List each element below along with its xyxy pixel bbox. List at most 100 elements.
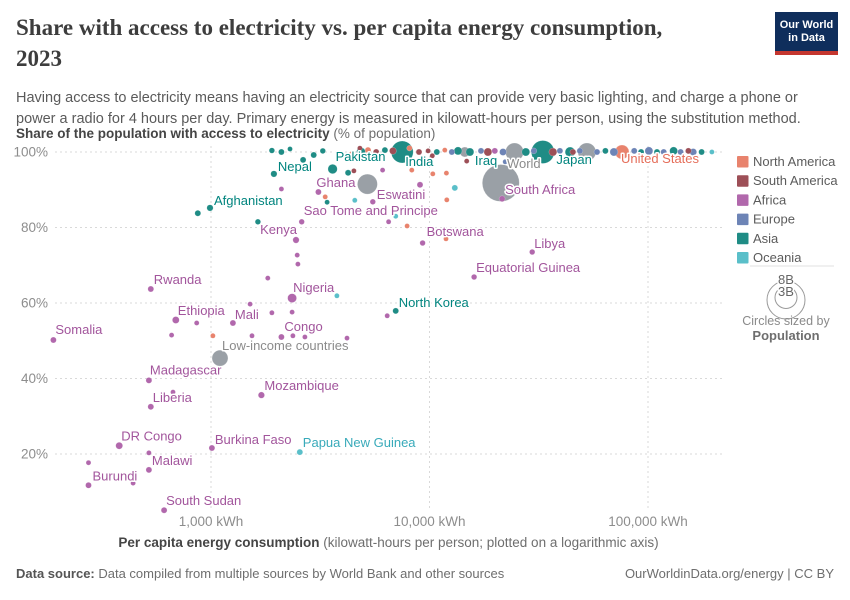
data-point[interactable] <box>295 261 301 267</box>
legend-item-asia[interactable]: Asia <box>753 231 779 246</box>
data-point-ethiopia[interactable] <box>172 316 180 324</box>
data-point[interactable] <box>278 186 285 192</box>
data-point[interactable] <box>483 147 493 157</box>
data-point[interactable] <box>289 309 295 315</box>
data-point[interactable] <box>443 170 450 176</box>
data-point-south-sudan[interactable] <box>160 506 168 514</box>
legend-item-europe[interactable]: Europe <box>753 212 795 227</box>
data-point[interactable] <box>344 169 352 177</box>
data-point[interactable] <box>433 148 441 156</box>
country-label[interactable]: Sao Tome and Principe <box>302 201 439 219</box>
data-point[interactable] <box>556 147 564 155</box>
country-label[interactable]: Mali <box>233 306 260 324</box>
data-point[interactable] <box>409 167 415 173</box>
data-point[interactable] <box>210 333 216 339</box>
data-point[interactable] <box>364 146 372 154</box>
data-point-liberia[interactable] <box>147 403 155 411</box>
data-point[interactable] <box>669 146 678 156</box>
country-label[interactable]: Liberia <box>151 388 194 406</box>
data-point-low-income-countries[interactable] <box>211 349 229 367</box>
data-point[interactable] <box>254 218 261 225</box>
country-label[interactable]: World <box>505 155 542 173</box>
country-label[interactable]: Nepal <box>276 157 313 175</box>
country-label[interactable]: Pakistan <box>334 148 387 166</box>
data-point[interactable] <box>319 147 326 154</box>
data-point[interactable] <box>194 209 202 217</box>
credit-link[interactable]: OurWorldinData.org/energy | CC BY <box>624 566 834 581</box>
data-point-nepal[interactable] <box>270 170 278 178</box>
data-point[interactable] <box>392 213 399 219</box>
data-point[interactable] <box>85 459 92 466</box>
data-point-eswatini[interactable] <box>369 198 376 205</box>
data-point[interactable] <box>287 146 293 152</box>
data-point[interactable] <box>265 275 271 281</box>
owid-logo[interactable]: Our World in Data <box>775 12 838 55</box>
data-point[interactable] <box>170 389 176 395</box>
country-label[interactable]: Malawi <box>150 451 194 469</box>
data-point-sao-tome-and-principe[interactable] <box>298 218 305 225</box>
data-point[interactable] <box>451 184 459 192</box>
data-point[interactable] <box>430 171 436 177</box>
country-label[interactable]: Nigeria <box>292 279 337 297</box>
country-label[interactable]: South Sudan <box>165 492 243 510</box>
data-point[interactable] <box>334 293 340 299</box>
data-point-iraq[interactable] <box>465 147 475 157</box>
data-point[interactable] <box>322 194 328 200</box>
country-label[interactable]: Papua New Guinea <box>301 434 418 452</box>
country-label[interactable]: Libya <box>533 235 568 253</box>
data-point-equatorial-guinea[interactable] <box>471 273 478 281</box>
data-point[interactable] <box>448 148 456 156</box>
data-point[interactable] <box>644 146 654 156</box>
data-point[interactable] <box>247 301 253 307</box>
data-point[interactable] <box>491 147 499 155</box>
country-label[interactable]: India <box>404 153 436 171</box>
country-label[interactable]: Kenya <box>259 221 300 239</box>
legend-item-north_america[interactable]: North America <box>753 154 836 169</box>
data-point-burkina-faso[interactable] <box>208 444 216 452</box>
data-point[interactable] <box>548 147 558 157</box>
country-label[interactable]: DR Congo <box>120 427 184 445</box>
data-point[interactable] <box>385 219 392 225</box>
data-point[interactable] <box>130 480 136 486</box>
data-point-south-africa[interactable] <box>498 195 506 203</box>
data-point-afghanistan[interactable] <box>206 204 214 212</box>
data-point[interactable] <box>290 333 296 339</box>
data-point[interactable] <box>299 156 307 164</box>
data-point[interactable] <box>660 148 667 156</box>
data-point[interactable] <box>379 167 386 173</box>
country-label[interactable]: Mozambique <box>263 377 340 395</box>
data-point-mozambique[interactable] <box>257 391 265 399</box>
data-point-somalia[interactable] <box>50 336 57 344</box>
data-point[interactable] <box>502 159 508 165</box>
legend-item-africa[interactable]: Africa <box>753 192 787 207</box>
data-point[interactable] <box>348 151 355 157</box>
country-label[interactable]: Iraq <box>473 152 498 170</box>
data-point-rwanda[interactable] <box>147 285 155 293</box>
data-point[interactable] <box>344 335 350 341</box>
data-point[interactable] <box>406 145 413 152</box>
data-point[interactable] <box>602 147 609 155</box>
data-point[interactable] <box>278 148 285 156</box>
country-label[interactable]: South Africa <box>504 180 578 198</box>
country-label[interactable]: United States <box>619 150 701 168</box>
data-point[interactable] <box>310 151 317 159</box>
country-label[interactable]: Ghana <box>315 174 358 192</box>
legend-item-oceania[interactable]: Oceania <box>753 250 802 265</box>
data-point[interactable] <box>677 148 684 156</box>
data-point[interactable] <box>357 145 363 151</box>
data-point[interactable] <box>442 147 448 153</box>
data-point[interactable] <box>313 286 321 294</box>
data-point[interactable] <box>698 148 705 156</box>
data-point[interactable] <box>521 147 531 157</box>
data-point-pakistan[interactable] <box>327 164 338 174</box>
country-label[interactable]: Low-income countries <box>221 337 351 355</box>
data-point[interactable] <box>193 320 200 326</box>
data-point[interactable] <box>168 332 175 338</box>
data-point[interactable] <box>443 236 449 242</box>
data-point[interactable] <box>576 147 584 155</box>
data-point[interactable] <box>709 149 715 155</box>
data-point[interactable] <box>463 158 470 164</box>
data-point[interactable] <box>569 148 577 156</box>
data-point[interactable] <box>381 146 389 154</box>
country-label[interactable]: Somalia <box>54 321 105 339</box>
